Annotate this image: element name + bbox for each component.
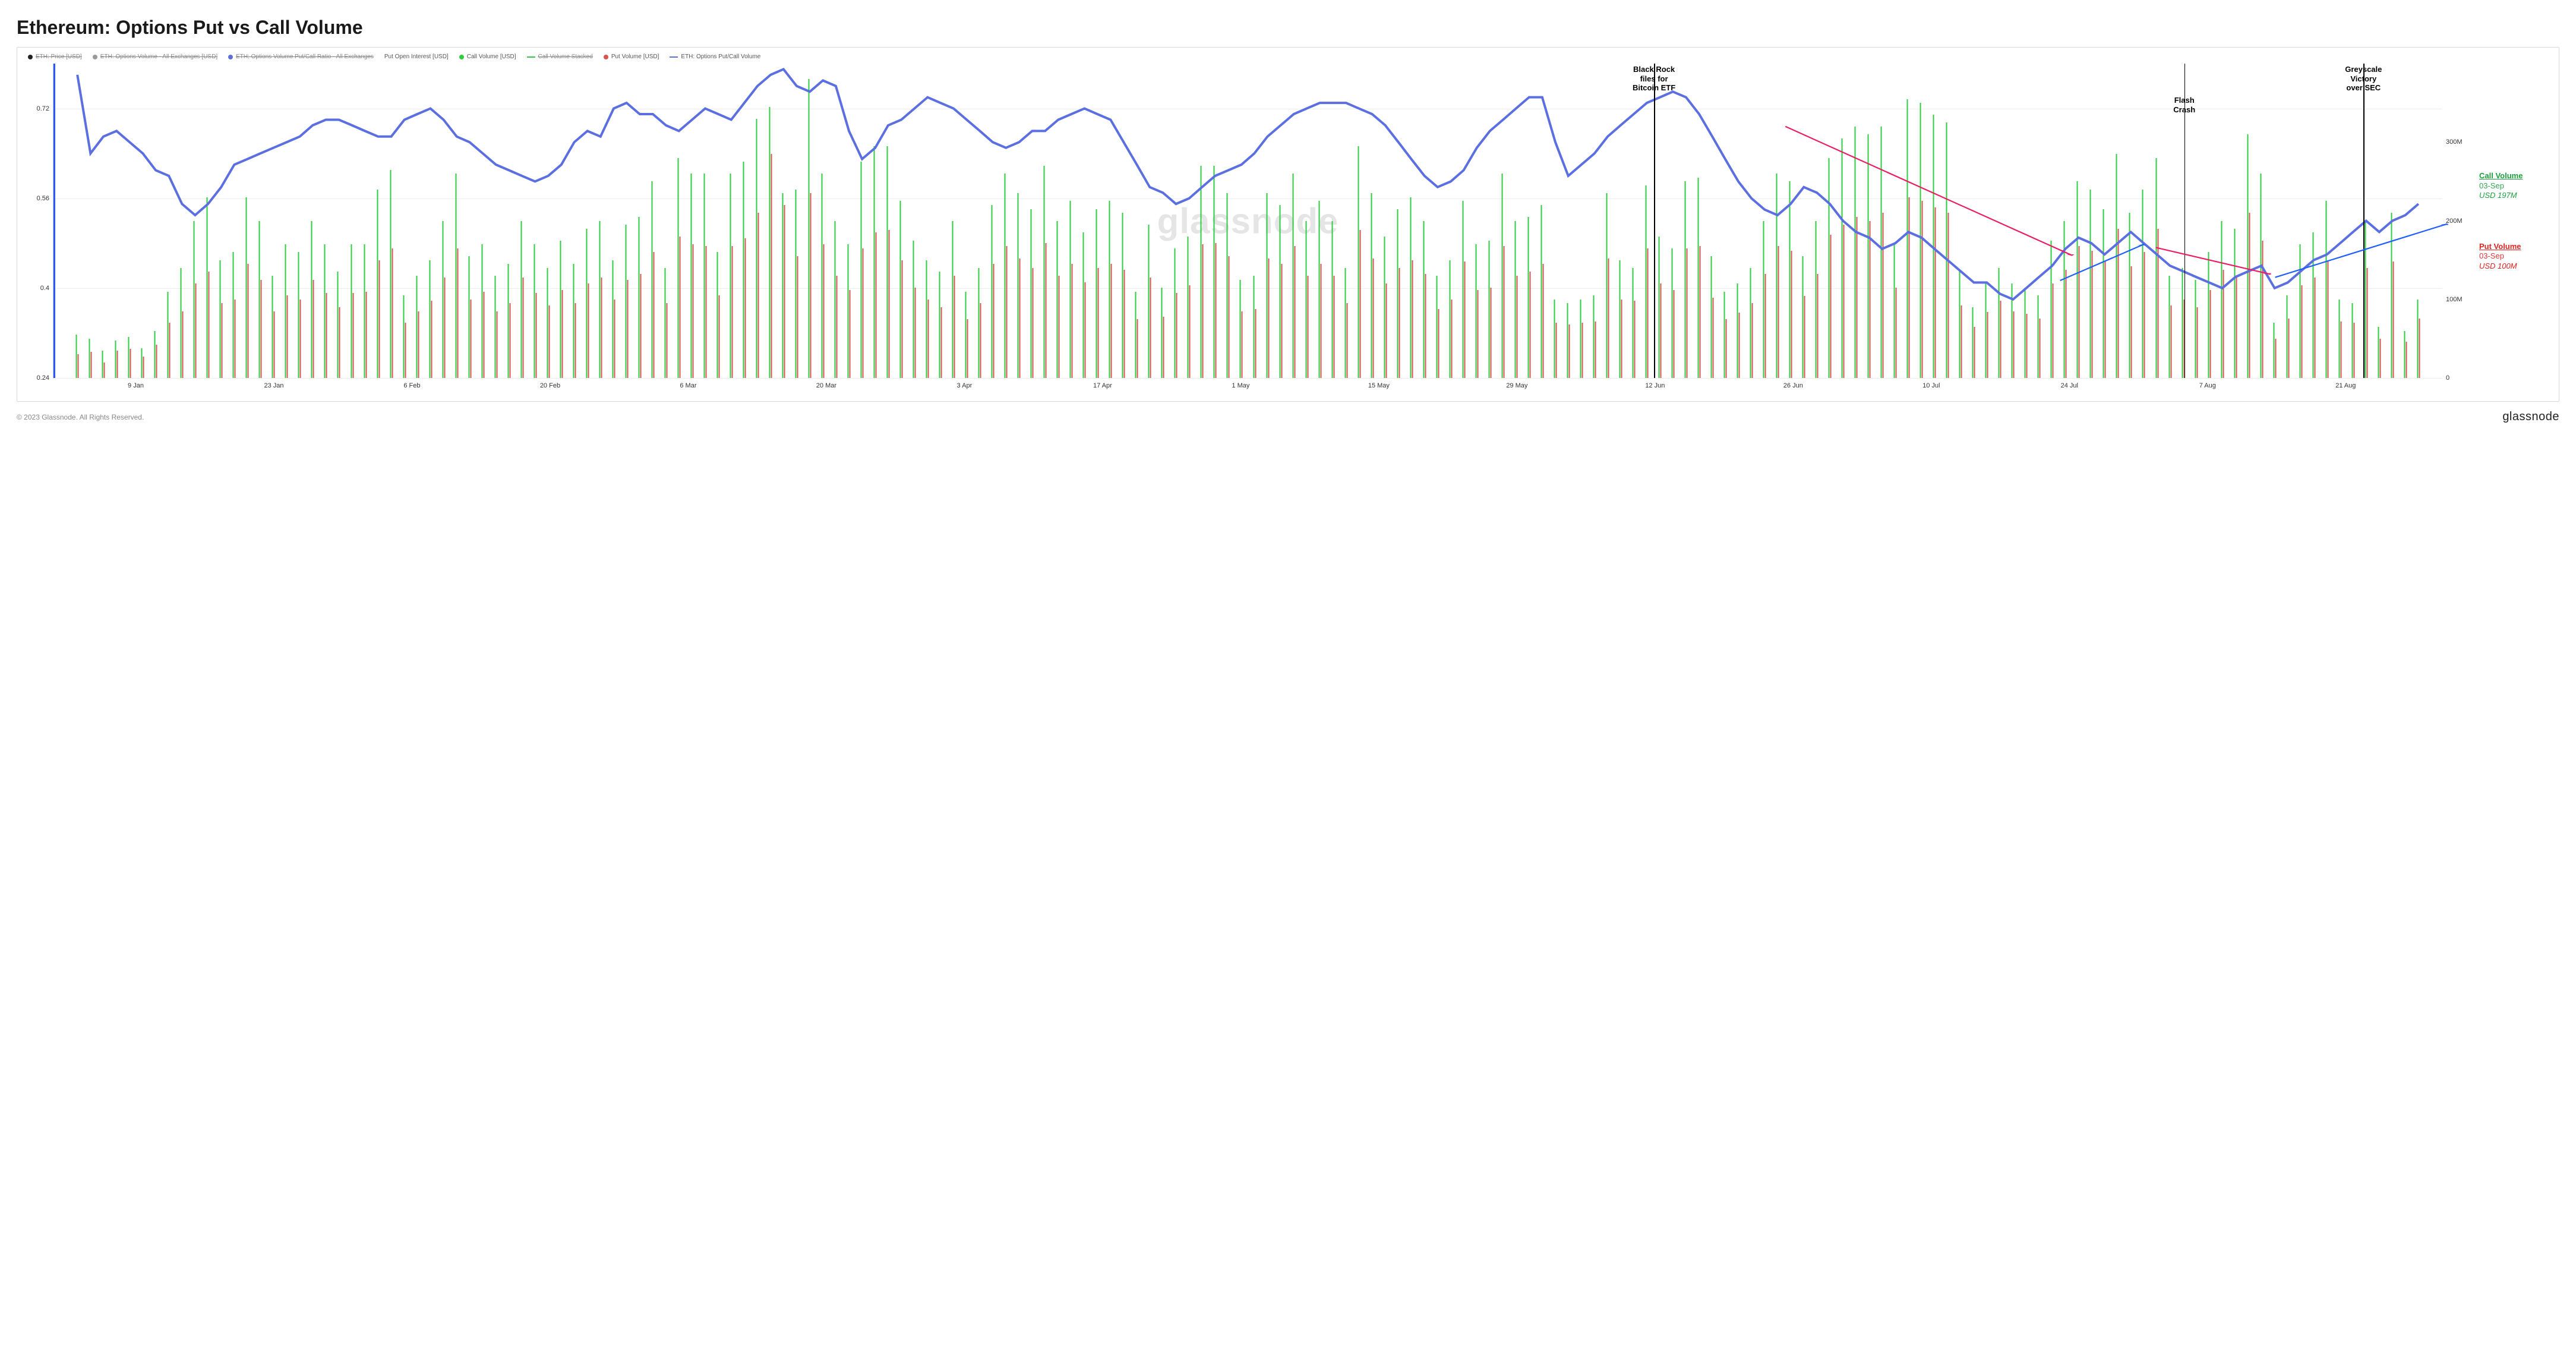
y-axis-left: 0.24 0.4 0.56 0.72 xyxy=(23,64,53,379)
footer-brand: glassnode xyxy=(2502,410,2559,424)
event-label: FlashCrash xyxy=(2173,96,2195,114)
x-tick: 6 Mar xyxy=(680,382,696,389)
annot-call-title: Call Volume xyxy=(2479,171,2553,181)
event-label: GreyscaleVictoryover SEC xyxy=(2345,65,2382,93)
annot-call-value: USD 197M xyxy=(2479,191,2553,200)
y-axis-right: 0 100M 200M 300M xyxy=(2442,64,2476,379)
x-tick: 10 Jul xyxy=(1922,382,1940,389)
x-tick: 6 Feb xyxy=(403,382,420,389)
right-annotations: Call Volume 03-Sep USD 197M Put Volume 0… xyxy=(2476,64,2553,379)
annot-put-date: 03-Sep xyxy=(2479,251,2553,261)
x-tick: 12 Jun xyxy=(1645,382,1665,389)
y-left-tick: 0.56 xyxy=(37,195,49,202)
chart-frame: ETH: Price [USD] ETH: Options Volume - Al… xyxy=(17,47,2559,402)
x-axis: 9 Jan 23 Jan 6 Feb 20 Feb 6 Mar 20 Mar 3 Apr 17… xyxy=(53,379,2442,395)
event-label: Black Rockfiles forBitcoin ETF xyxy=(1633,65,1675,93)
footer-copyright: © 2023 Glassnode. All Rights Reserved. xyxy=(17,413,144,421)
x-tick: 17 Apr xyxy=(1093,382,1112,389)
legend: ETH: Price [USD] ETH: Options Volume - Al… xyxy=(23,52,2553,64)
event-line xyxy=(1654,64,1655,378)
legend-item[interactable]: Put Volume [USD] xyxy=(604,53,659,60)
x-tick: 3 Apr xyxy=(957,382,973,389)
put-volume-annotation: Put Volume 03-Sep USD 100M xyxy=(2479,242,2553,271)
x-tick: 20 Mar xyxy=(816,382,836,389)
call-volume-annotation: Call Volume 03-Sep USD 197M xyxy=(2479,171,2553,200)
legend-item[interactable]: Put Open Interest [USD] xyxy=(384,53,449,60)
x-tick: 15 May xyxy=(1368,382,1390,389)
y-left-tick: 0.72 xyxy=(37,105,49,112)
y-right-tick: 200M xyxy=(2446,218,2463,225)
x-tick: 26 Jun xyxy=(1783,382,1803,389)
chart-title: Ethereum: Options Put vs Call Volume xyxy=(17,17,2559,39)
legend-item[interactable]: ETH: Options Put/Call Volume xyxy=(670,53,760,60)
plot-area: glassnode Black Rockfiles forBitcoin ETF… xyxy=(53,64,2442,379)
x-tick: 29 May xyxy=(1506,382,1527,389)
x-tick: 21 Aug xyxy=(2335,382,2356,389)
y-right-tick: 300M xyxy=(2446,138,2463,146)
annot-put-value: USD 100M xyxy=(2479,261,2553,271)
ratio-line xyxy=(77,69,2419,299)
x-tick: 23 Jan xyxy=(264,382,283,389)
annot-put-title: Put Volume xyxy=(2479,242,2553,251)
x-tick: 1 May xyxy=(1232,382,1249,389)
annot-call-date: 03-Sep xyxy=(2479,181,2553,191)
legend-item[interactable]: ETH: Price [USD] xyxy=(28,53,82,60)
y-right-tick: 100M xyxy=(2446,296,2463,303)
legend-item[interactable]: ETH: Options Volume Put/Call Ratio - All… xyxy=(228,53,374,60)
x-tick: 24 Jul xyxy=(2061,382,2078,389)
x-tick: 9 Jan xyxy=(128,382,144,389)
event-line xyxy=(2363,64,2365,378)
legend-item[interactable]: ETH: Options Volume - All Exchanges [USD… xyxy=(93,53,217,60)
y-left-tick: 0.24 xyxy=(37,374,49,382)
y-right-tick: 0 xyxy=(2446,374,2449,382)
legend-item[interactable]: Call Volume [USD] xyxy=(459,53,516,60)
ratio-line-layer xyxy=(53,64,2442,378)
legend-item[interactable]: Call Volume Stacked xyxy=(527,53,593,60)
x-tick: 20 Feb xyxy=(540,382,560,389)
x-tick: 7 Aug xyxy=(2199,382,2216,389)
y-left-tick: 0.4 xyxy=(40,285,49,292)
